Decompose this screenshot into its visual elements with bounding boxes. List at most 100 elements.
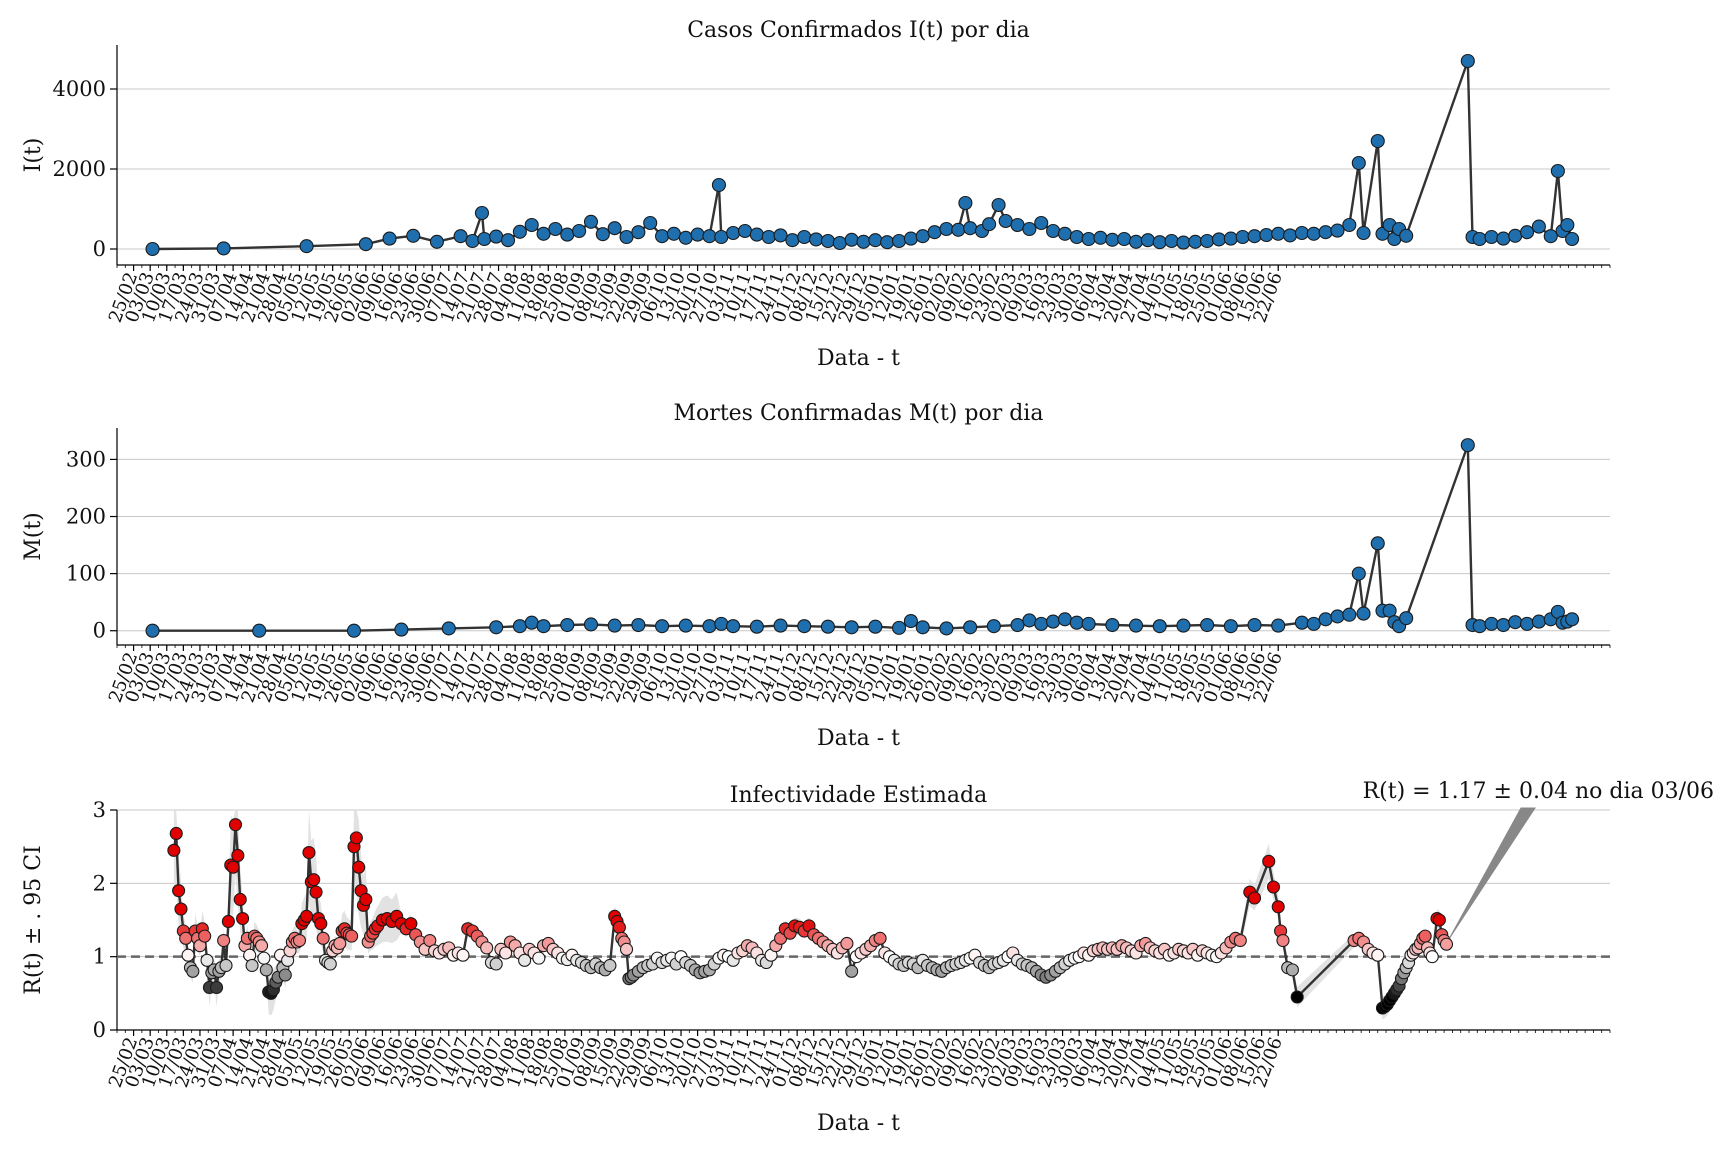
data-point [915, 620, 930, 635]
data-point [915, 229, 930, 244]
data-point [1342, 607, 1357, 622]
data-point [939, 221, 954, 237]
data-point [518, 953, 532, 967]
data-point [666, 226, 681, 241]
data-point [1285, 963, 1299, 977]
data-point [820, 619, 836, 634]
data-point [1330, 609, 1345, 624]
data-point [1152, 619, 1167, 634]
data-point [228, 818, 243, 832]
data-point [655, 229, 670, 244]
y-tick-label: 2 [93, 871, 106, 895]
data-point [1472, 231, 1487, 247]
data-point [678, 618, 693, 633]
data-point [1046, 614, 1061, 629]
data-point [1399, 228, 1414, 243]
data-point [1283, 228, 1298, 243]
data-point [172, 884, 186, 898]
data-point [1010, 217, 1025, 233]
data-point [292, 933, 307, 948]
data-point [489, 620, 504, 635]
data-point [903, 613, 918, 629]
data-point [323, 957, 337, 971]
data-point [1200, 233, 1215, 249]
data-point [1034, 616, 1049, 631]
data-point [221, 914, 235, 929]
data-point [536, 619, 551, 634]
data-point [345, 929, 359, 943]
y-tick-label: 2000 [53, 157, 106, 181]
data-point [856, 234, 871, 249]
data-point [198, 929, 212, 943]
data-point [560, 617, 575, 633]
data-point [524, 615, 539, 630]
data-point [536, 226, 551, 241]
data-point [1565, 231, 1580, 247]
y-tick-label: 0 [93, 619, 106, 643]
data-point [607, 221, 622, 236]
data-point [1439, 937, 1454, 951]
data-point [840, 936, 854, 951]
data-point [1271, 900, 1285, 914]
data-point [406, 228, 421, 243]
data-point [1271, 226, 1286, 241]
data-point [963, 620, 978, 635]
chart-panel-2: 010020030025/0203/0310/0317/0324/0331/03… [21, 401, 1611, 751]
data-point [1211, 232, 1227, 247]
data-point [1057, 226, 1072, 241]
y-tick-label: 3 [93, 798, 106, 822]
data-point [873, 931, 887, 945]
data-point [631, 617, 646, 633]
data-point [1356, 225, 1371, 241]
x-axis-label: Data - t [817, 346, 900, 371]
data-point [726, 225, 741, 241]
data-point [1508, 228, 1523, 243]
data-point [307, 873, 321, 887]
data-point [773, 618, 788, 633]
data-point [982, 217, 997, 232]
chart-title: Infectividade Estimada [730, 783, 987, 808]
data-point [219, 958, 233, 973]
data-point [678, 230, 693, 245]
data-point [1105, 617, 1120, 633]
data-point [200, 953, 214, 967]
data-point [532, 951, 546, 965]
data-point [809, 232, 824, 247]
data-point [1223, 619, 1238, 634]
data-point [560, 227, 575, 242]
data-point [891, 620, 907, 635]
data-point [572, 223, 587, 239]
series-line [152, 444, 1573, 632]
data-point [868, 233, 883, 248]
data-point [1306, 226, 1321, 241]
chart-panel-3: 012325/0203/0310/0317/0324/0331/0307/041… [21, 779, 1714, 1136]
data-point [1496, 231, 1511, 246]
data-point [1235, 229, 1250, 245]
data-point [1472, 619, 1487, 634]
data-point [489, 957, 503, 971]
data-point [346, 623, 362, 638]
data-point [603, 958, 617, 973]
data-point [1356, 606, 1371, 621]
data-point [169, 826, 183, 841]
data-point [1069, 615, 1084, 630]
data-point [181, 948, 195, 962]
data-point [1010, 617, 1025, 633]
data-point [1370, 133, 1385, 149]
data-point [711, 177, 726, 193]
data-point [1247, 891, 1262, 905]
data-point [209, 980, 224, 995]
data-point [1399, 611, 1414, 626]
data-point [316, 931, 330, 945]
data-point [1200, 617, 1215, 633]
data-point [1496, 617, 1511, 633]
data-point [186, 964, 200, 978]
data-point [991, 197, 1006, 213]
data-point [1520, 225, 1535, 240]
data-point [607, 618, 622, 633]
data-point [1069, 229, 1084, 245]
data-point [236, 911, 250, 926]
data-point [252, 623, 267, 638]
data-point [1460, 438, 1475, 453]
data-point [300, 909, 314, 923]
